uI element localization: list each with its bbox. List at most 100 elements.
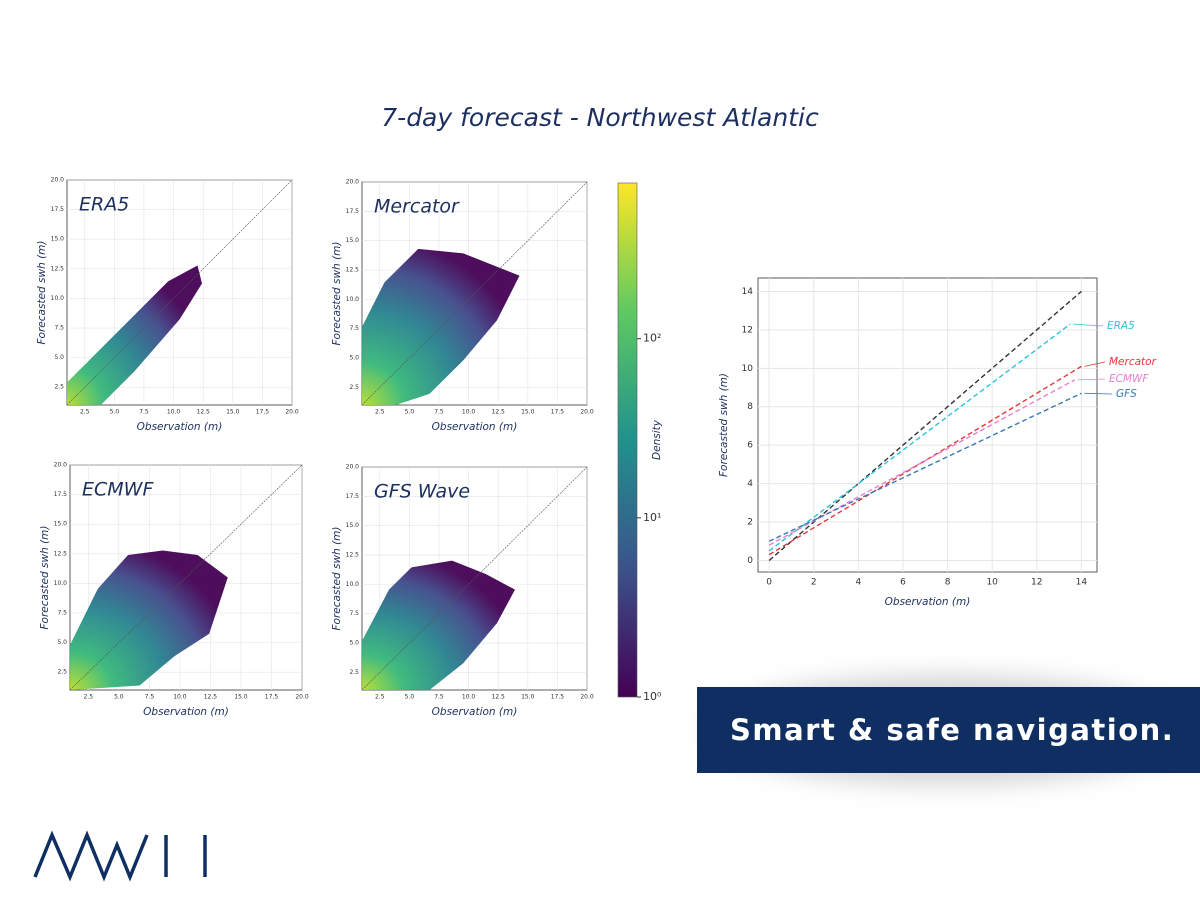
series-line <box>768 290 1082 562</box>
x-axis-label: Observation (m) <box>885 596 971 608</box>
y-tick-label: 5.0 <box>54 354 64 361</box>
banner <box>697 687 1200 773</box>
x-tick-label: 20.0 <box>295 694 309 701</box>
y-tick-label: 2 <box>747 518 753 528</box>
y-tick-label: 12.5 <box>51 265 65 272</box>
x-tick-label: 17.5 <box>256 409 270 416</box>
x-tick-label: 14 <box>1076 578 1088 588</box>
y-tick-label: 8 <box>747 402 753 412</box>
series-label: ECMWF <box>1109 373 1149 385</box>
y-tick-label: 2.5 <box>57 669 67 676</box>
y-tick-label: 10.0 <box>54 580 68 587</box>
panel-title: ECMWF <box>82 479 154 501</box>
y-tick-label: 5.0 <box>349 640 359 647</box>
x-tick-label: 10.0 <box>462 409 476 416</box>
x-axis-label: Observation (m) <box>137 421 223 433</box>
colorbar-tick-label: 10² <box>643 332 661 345</box>
colorbar <box>617 182 638 698</box>
y-tick-label: 2.5 <box>349 669 359 676</box>
x-tick-label: 8 <box>945 578 951 588</box>
y-axis-label: Forecasted swh (m) <box>718 373 730 477</box>
y-tick-label: 12.5 <box>346 552 360 559</box>
x-tick-label: 7.5 <box>145 694 155 701</box>
x-tick-label: 17.5 <box>551 694 565 701</box>
x-axis-label: Observation (m) <box>432 706 518 718</box>
x-tick-label: 2.5 <box>375 694 385 701</box>
x-tick-label: 2.5 <box>375 409 385 416</box>
one-to-one-line <box>66 179 293 406</box>
y-tick-label: 10 <box>742 364 754 374</box>
annotation-arrow <box>1073 323 1104 327</box>
x-tick-label: 7.5 <box>434 409 444 416</box>
x-tick-label: 2.5 <box>84 694 94 701</box>
x-tick-label: 12.5 <box>197 409 211 416</box>
annotation-arrow <box>1084 361 1106 367</box>
y-tick-label: 17.5 <box>346 208 360 215</box>
y-tick-label: 2.5 <box>54 384 64 391</box>
x-tick-label: 15.0 <box>234 694 248 701</box>
y-tick-label: 7.5 <box>57 610 67 617</box>
panel-title: Mercator <box>374 196 460 218</box>
x-tick-label: 0 <box>766 578 772 588</box>
x-axis-label: Observation (m) <box>432 421 518 433</box>
series-label: ERA5 <box>1107 320 1135 332</box>
y-axis-label: Forecasted swh (m) <box>331 242 343 346</box>
y-tick-label: 7.5 <box>349 325 359 332</box>
colorbar-tick-label: 10¹ <box>643 511 661 524</box>
y-tick-label: 17.5 <box>54 491 68 498</box>
x-tick-label: 12 <box>1031 578 1042 588</box>
x-tick-label: 5.0 <box>405 409 415 416</box>
y-tick-label: 20.0 <box>54 462 68 469</box>
x-tick-label: 17.5 <box>265 694 279 701</box>
y-tick-label: 5.0 <box>349 355 359 362</box>
y-tick-label: 7.5 <box>54 325 64 332</box>
logo <box>33 830 207 882</box>
x-tick-label: 7.5 <box>434 694 444 701</box>
y-tick-label: 4 <box>747 479 753 489</box>
y-tick-label: 17.5 <box>51 206 65 213</box>
series-label: GFS <box>1116 388 1137 400</box>
y-tick-label: 7.5 <box>349 610 359 617</box>
x-tick-label: 12.5 <box>204 694 218 701</box>
x-tick-label: 10.0 <box>173 694 187 701</box>
y-tick-label: 15.0 <box>346 522 360 529</box>
colorbar-tick-label: 10⁰ <box>643 690 662 703</box>
x-tick-label: 5.0 <box>405 694 415 701</box>
y-tick-label: 17.5 <box>346 493 360 500</box>
x-tick-label: 10.0 <box>462 694 476 701</box>
annotation-arrow <box>1084 392 1113 395</box>
y-tick-label: 12 <box>742 325 753 335</box>
panel-title: GFS Wave <box>374 481 470 503</box>
y-tick-label: 20.0 <box>346 464 360 471</box>
y-tick-label: 12.5 <box>54 550 68 557</box>
y-tick-label: 20.0 <box>346 179 360 186</box>
x-tick-label: 20.0 <box>580 694 594 701</box>
x-axis-label: Observation (m) <box>143 706 229 718</box>
x-tick-label: 20.0 <box>580 409 594 416</box>
y-tick-label: 10.0 <box>346 581 360 588</box>
series-line <box>768 323 1071 552</box>
x-tick-label: 12.5 <box>492 694 506 701</box>
x-tick-label: 5.0 <box>110 409 120 416</box>
density-cloud <box>70 550 228 690</box>
x-tick-label: 15.0 <box>226 409 240 416</box>
y-axis-label: Forecasted swh (m) <box>331 527 343 631</box>
y-tick-label: 15.0 <box>54 521 68 528</box>
x-tick-label: 2.5 <box>80 409 90 416</box>
series-label: Mercator <box>1109 356 1157 368</box>
annotation-arrow <box>1077 378 1106 381</box>
y-tick-label: 6 <box>747 441 753 451</box>
slide-title: 7-day forecast - Northwest Atlantic <box>381 103 819 132</box>
y-tick-label: 20.0 <box>51 177 65 184</box>
series-line <box>768 392 1082 542</box>
x-tick-label: 15.0 <box>521 694 535 701</box>
density-cloud <box>67 265 202 405</box>
x-tick-label: 12.5 <box>492 409 506 416</box>
x-tick-label: 20.0 <box>285 409 299 416</box>
y-axis-label: Forecasted swh (m) <box>36 241 48 345</box>
one-to-one-line <box>361 466 588 691</box>
x-tick-label: 10 <box>986 578 998 588</box>
x-tick-label: 2 <box>811 578 817 588</box>
plot-frame <box>757 277 1098 573</box>
